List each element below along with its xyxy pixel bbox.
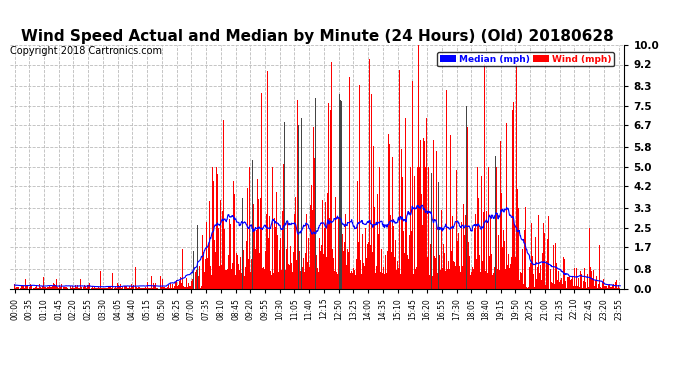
- Title: Wind Speed Actual and Median by Minute (24 Hours) (Old) 20180628: Wind Speed Actual and Median by Minute (…: [21, 29, 614, 44]
- Text: Copyright 2018 Cartronics.com: Copyright 2018 Cartronics.com: [10, 46, 162, 56]
- Legend: Median (mph), Wind (mph): Median (mph), Wind (mph): [437, 52, 614, 66]
